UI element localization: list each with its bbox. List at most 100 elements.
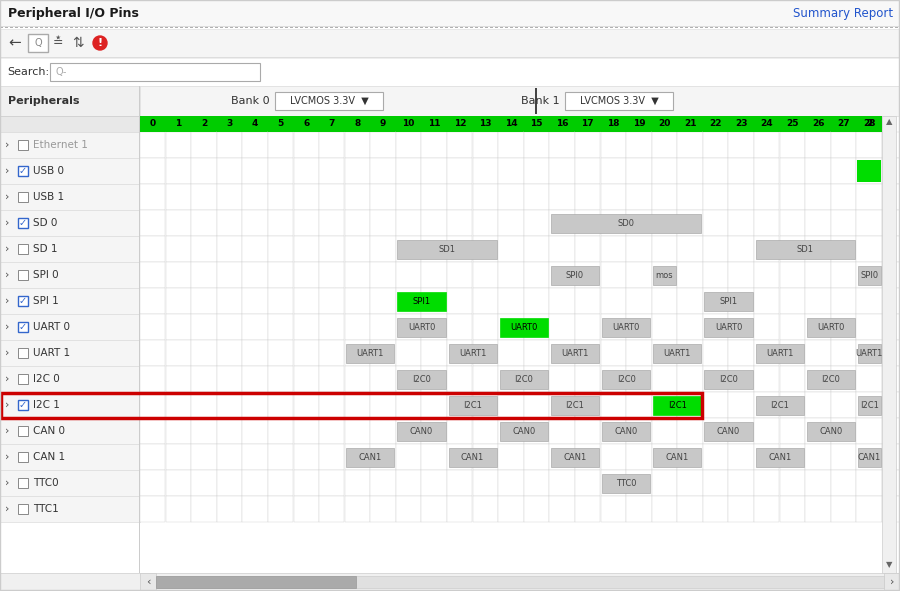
- Bar: [280, 26, 283, 28]
- Bar: [530, 26, 533, 28]
- Bar: [615, 26, 618, 28]
- Bar: [831, 158, 856, 184]
- Bar: [315, 26, 318, 28]
- Bar: [242, 184, 267, 210]
- Bar: [728, 132, 754, 158]
- Bar: [857, 236, 882, 262]
- Bar: [806, 262, 831, 288]
- Text: CAN 0: CAN 0: [33, 426, 65, 436]
- Bar: [882, 236, 900, 262]
- Bar: [524, 288, 549, 314]
- Bar: [18, 322, 28, 332]
- Bar: [405, 26, 408, 28]
- Text: SD0: SD0: [617, 219, 634, 228]
- Bar: [365, 26, 368, 28]
- Bar: [678, 158, 703, 184]
- Bar: [447, 116, 473, 132]
- Bar: [882, 184, 900, 210]
- Bar: [625, 26, 628, 28]
- Bar: [430, 26, 433, 28]
- Text: SPI 0: SPI 0: [33, 270, 58, 280]
- Bar: [490, 26, 493, 28]
- Bar: [293, 236, 319, 262]
- Bar: [191, 444, 217, 470]
- Bar: [165, 26, 168, 28]
- Bar: [220, 26, 223, 28]
- Bar: [398, 369, 446, 388]
- Bar: [652, 444, 677, 470]
- Bar: [650, 26, 653, 28]
- Bar: [575, 210, 600, 236]
- Bar: [652, 236, 677, 262]
- Bar: [884, 573, 900, 591]
- Bar: [678, 116, 702, 132]
- Bar: [575, 116, 600, 132]
- Bar: [499, 366, 524, 392]
- Text: CAN0: CAN0: [819, 427, 842, 436]
- Bar: [472, 392, 498, 418]
- Bar: [217, 158, 242, 184]
- Bar: [524, 132, 549, 158]
- Bar: [600, 470, 626, 496]
- Bar: [595, 26, 598, 28]
- Bar: [831, 496, 856, 522]
- Bar: [293, 470, 319, 496]
- Bar: [191, 262, 217, 288]
- Bar: [293, 340, 319, 366]
- Bar: [125, 26, 128, 28]
- Bar: [499, 314, 524, 340]
- Bar: [140, 210, 166, 236]
- Bar: [652, 184, 677, 210]
- Bar: [0, 0, 900, 26]
- Bar: [524, 262, 549, 288]
- Text: UART1: UART1: [663, 349, 691, 358]
- Bar: [626, 262, 652, 288]
- Bar: [395, 26, 398, 28]
- Bar: [100, 26, 103, 28]
- Text: ›: ›: [4, 426, 9, 436]
- Bar: [857, 262, 882, 288]
- Bar: [242, 210, 267, 236]
- Bar: [652, 366, 677, 392]
- Text: TTC1: TTC1: [33, 504, 58, 514]
- Bar: [882, 210, 900, 236]
- Bar: [50, 63, 260, 81]
- Bar: [447, 418, 473, 444]
- Bar: [18, 192, 28, 202]
- Bar: [635, 26, 638, 28]
- Bar: [0, 86, 140, 116]
- Bar: [166, 262, 191, 288]
- Bar: [320, 262, 345, 288]
- Bar: [320, 116, 344, 132]
- Bar: [499, 496, 524, 522]
- Text: ✓: ✓: [19, 166, 27, 176]
- Bar: [447, 158, 473, 184]
- Bar: [421, 262, 446, 288]
- Bar: [0, 496, 140, 522]
- Bar: [499, 116, 523, 132]
- Text: 25: 25: [787, 119, 798, 128]
- Text: UART0: UART0: [817, 323, 844, 332]
- Bar: [370, 26, 373, 28]
- Bar: [375, 26, 378, 28]
- Bar: [465, 26, 468, 28]
- Bar: [575, 184, 600, 210]
- Bar: [205, 26, 208, 28]
- Bar: [858, 395, 880, 414]
- Bar: [779, 418, 805, 444]
- Bar: [166, 496, 191, 522]
- Bar: [524, 116, 549, 132]
- Text: 4: 4: [252, 119, 258, 128]
- Bar: [293, 210, 319, 236]
- Bar: [775, 26, 778, 28]
- Bar: [565, 26, 568, 28]
- Bar: [217, 210, 242, 236]
- Bar: [857, 340, 882, 366]
- Bar: [421, 116, 446, 132]
- Bar: [779, 444, 805, 470]
- Bar: [653, 265, 676, 284]
- Text: I2C0: I2C0: [515, 375, 533, 384]
- Bar: [293, 392, 319, 418]
- Bar: [524, 210, 549, 236]
- Bar: [166, 444, 191, 470]
